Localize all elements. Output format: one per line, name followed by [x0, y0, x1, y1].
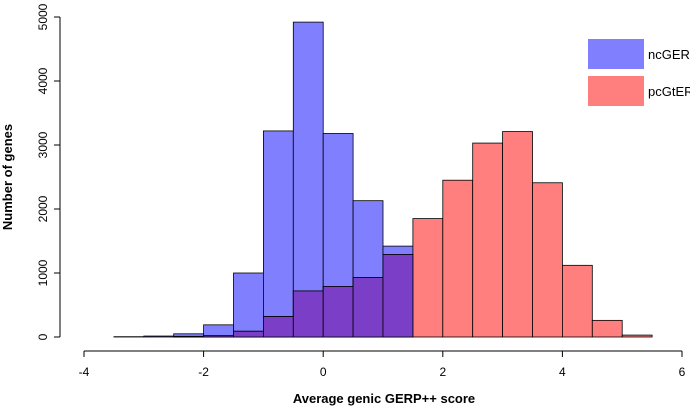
legend-swatch-ncgerp — [588, 39, 644, 69]
x-axis: -4 -2 0 2 4 6 — [79, 350, 686, 379]
y-tick-label: 4000 — [36, 67, 50, 94]
overlap-bar — [322, 286, 354, 338]
overlap-bar — [262, 316, 294, 338]
ncgerp-bar — [262, 130, 294, 338]
y-tick-label: 3000 — [36, 131, 50, 158]
pcgterp-bar — [502, 131, 533, 338]
overlap-bar — [203, 335, 234, 338]
x-tick-label: -4 — [79, 365, 90, 379]
legend-label-pcgterp: pcGtERP — [648, 84, 690, 99]
y-axis-title: Number of genes — [0, 124, 15, 230]
pcgterp-bar — [532, 182, 563, 338]
y-tick-label: 5000 — [36, 3, 50, 30]
y-tick-label: 1000 — [36, 259, 50, 286]
pcgterp-bar — [442, 179, 474, 338]
legend: ncGERP pcGtERP — [588, 39, 690, 106]
pcgterp-bar — [412, 218, 444, 338]
overlap-bar — [292, 290, 324, 338]
legend-swatch-pcgterp — [588, 76, 644, 106]
x-tick-label: 4 — [559, 365, 566, 379]
overlap-bar — [382, 254, 414, 338]
y-tick-label: 2000 — [36, 195, 50, 222]
y-tick-label: 0 — [36, 333, 50, 340]
x-tick-label: 0 — [320, 365, 327, 379]
x-tick-label: 2 — [439, 365, 446, 379]
ncgerp-bar — [292, 21, 324, 338]
ncgerp-bar — [143, 335, 175, 338]
overlap-bars — [173, 254, 414, 338]
overlap-bar — [352, 277, 384, 338]
pcgterp-bar — [621, 334, 653, 338]
pcgterp-bar — [591, 319, 623, 338]
x-axis-title: Average genic GERP++ score — [293, 391, 475, 406]
x-tick-label: -2 — [198, 365, 209, 379]
overlap-bar — [173, 335, 204, 338]
overlap-bar — [233, 330, 264, 338]
pcgterp-bar — [472, 142, 504, 338]
x-tick-label: 6 — [679, 365, 686, 379]
legend-label-ncgerp: ncGERP — [648, 47, 690, 62]
y-axis: 0 1000 2000 3000 4000 5000 — [36, 3, 61, 340]
pcgterp-bar — [562, 264, 593, 338]
ncgerp-bar — [233, 272, 264, 338]
ncgerp-bar — [203, 324, 234, 338]
